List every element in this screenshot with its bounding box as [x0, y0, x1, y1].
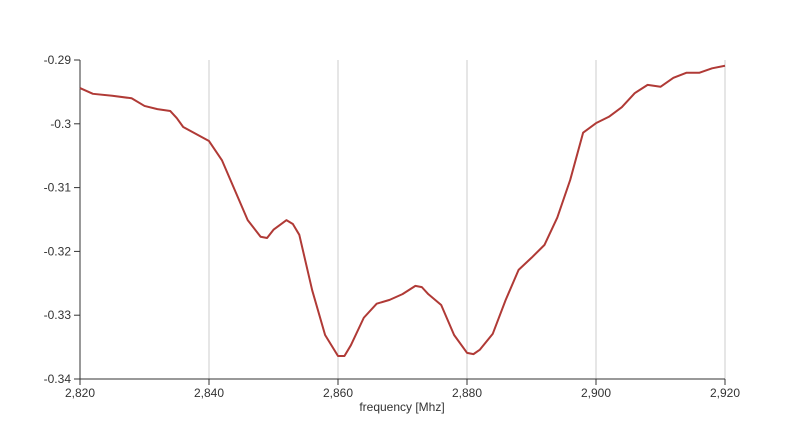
y-tick-label: -0.34	[44, 372, 72, 386]
x-tick-label: 2,880	[452, 386, 482, 400]
x-tick-label: 2,860	[323, 386, 353, 400]
line-series	[79, 64, 726, 358]
x-tick-label: 2,840	[194, 386, 224, 400]
y-tick-label: -0.31	[44, 181, 72, 195]
y-tick-label: -0.3	[50, 117, 71, 131]
x-axis-label: frequency [Mhz]	[359, 400, 444, 414]
y-tick-label: -0.29	[44, 53, 72, 67]
x-tick-label: 2,900	[581, 386, 611, 400]
y-tick-label: -0.33	[44, 308, 72, 322]
x-tick-label: 2,820	[65, 386, 95, 400]
y-tick-label: -0.32	[44, 244, 72, 258]
x-tick-label: 2,920	[710, 386, 740, 400]
